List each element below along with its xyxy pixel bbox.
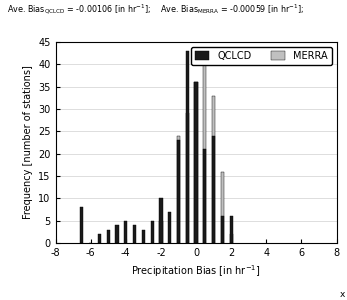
Bar xyxy=(80,207,83,243)
Bar xyxy=(203,56,206,243)
Bar xyxy=(186,51,189,243)
Bar xyxy=(177,140,180,243)
Bar xyxy=(142,230,145,243)
Bar xyxy=(168,212,171,243)
Bar xyxy=(159,198,162,243)
Bar xyxy=(230,234,233,243)
Bar xyxy=(124,221,127,243)
Bar xyxy=(194,82,198,243)
Bar xyxy=(98,234,101,243)
Bar xyxy=(221,172,224,243)
Bar xyxy=(212,96,215,243)
Bar xyxy=(221,216,224,243)
Bar xyxy=(159,221,162,243)
X-axis label: Precipitation Bias [in hr$^{-1}$]: Precipitation Bias [in hr$^{-1}$] xyxy=(131,263,261,279)
Bar xyxy=(177,136,180,243)
Bar xyxy=(203,149,206,243)
Bar xyxy=(194,82,198,243)
Bar xyxy=(186,113,189,243)
Bar xyxy=(133,225,136,243)
Bar xyxy=(212,136,215,243)
Bar xyxy=(116,225,119,243)
Legend: QCLCD, MERRA: QCLCD, MERRA xyxy=(191,47,332,64)
Bar xyxy=(230,216,233,243)
Text: x 10$^{-3}$: x 10$^{-3}$ xyxy=(339,287,347,300)
Bar xyxy=(107,230,110,243)
Y-axis label: Frequency [number of stations]: Frequency [number of stations] xyxy=(23,66,33,219)
Text: Ave. Bias$_{\mathregular{QCLCD}}$ = -0.00106 [in hr$^{-1}$];    Ave. Bias$_{\mat: Ave. Bias$_{\mathregular{QCLCD}}$ = -0.0… xyxy=(7,3,304,17)
Bar xyxy=(151,221,154,243)
